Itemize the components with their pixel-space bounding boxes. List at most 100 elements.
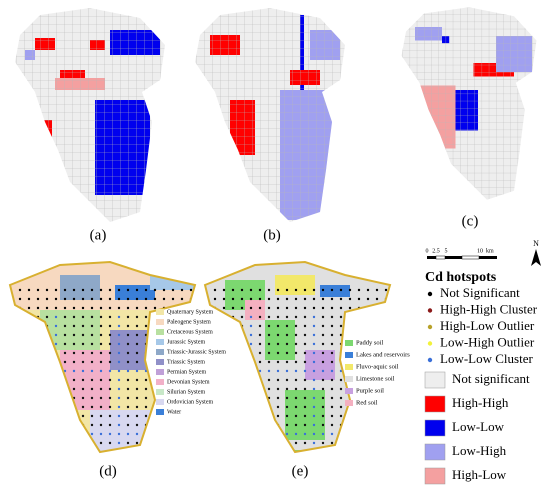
sample-dot: [303, 288, 307, 292]
sample-dot: [285, 360, 289, 364]
sample-dot: [384, 441, 388, 445]
sample-dot: [222, 297, 226, 301]
sample-dot: [117, 315, 121, 319]
sample-dot: [321, 432, 325, 436]
legend-swatch: [156, 319, 164, 325]
sample-dot: [285, 432, 289, 436]
sample-dot: [99, 297, 103, 301]
sample-dot: [222, 315, 226, 319]
sample-dot: [231, 288, 235, 292]
sample-dot: [276, 306, 280, 310]
legend-label: Red soil: [356, 399, 378, 406]
sample-dot: [27, 423, 31, 427]
sample-dot: [375, 288, 379, 292]
sample-dot: [276, 360, 280, 364]
sample-dot: [18, 297, 22, 301]
legend-label: Water: [167, 409, 181, 415]
sample-dot: [144, 315, 148, 319]
sample-dot: [108, 324, 112, 328]
sample-dot: [240, 387, 244, 391]
sample-dot: [126, 396, 130, 400]
sample-dot: [321, 369, 325, 373]
sample-dot: [117, 423, 121, 427]
sample-dot: [303, 432, 307, 436]
sample-dot: [267, 387, 271, 391]
sample-dot: [108, 423, 112, 427]
sample-dot: [294, 297, 298, 301]
legend-label: High-High: [452, 395, 509, 410]
sample-dot: [153, 387, 157, 391]
legend-swatch: [156, 339, 164, 345]
sample-dot: [45, 414, 49, 418]
sample-dot: [285, 414, 289, 418]
sample-dot: [285, 324, 289, 328]
sample-dot: [258, 315, 262, 319]
sample-dot: [54, 369, 58, 373]
sample-dot: [162, 405, 166, 409]
sample-dot: [117, 396, 121, 400]
sample-dot: [99, 423, 103, 427]
sample-dot: [54, 414, 58, 418]
sample-dot: [45, 297, 49, 301]
legend-label: Triassic System: [167, 359, 205, 365]
sample-dot: [99, 369, 103, 373]
sample-dot: [339, 378, 343, 382]
sample-dot: [153, 441, 157, 445]
sample-dot: [357, 414, 361, 418]
sample-dot: [276, 315, 280, 319]
sample-dot: [384, 342, 388, 346]
sample-dot: [72, 342, 76, 346]
sample-dot: [135, 387, 139, 391]
legend-swatch: [424, 443, 446, 461]
sample-dot: [330, 315, 334, 319]
sample-dot: [222, 324, 226, 328]
sample-dot: [144, 441, 148, 445]
panel-label: (a): [90, 227, 107, 243]
sample-dot: [276, 432, 280, 436]
outline: [8, 260, 197, 454]
unit-patch: [115, 285, 155, 300]
sample-dot: [294, 324, 298, 328]
sample-dot: [126, 297, 130, 301]
sample-dot: [258, 288, 262, 292]
legend-label: Jurassic System: [167, 339, 205, 345]
sample-dot: [339, 405, 343, 409]
sample-dot: [63, 441, 67, 445]
sample-dot: [81, 324, 85, 328]
sample-dot: [72, 324, 76, 328]
sample-dot: [99, 315, 103, 319]
sample-dot: [339, 441, 343, 445]
sample-dot: [303, 315, 307, 319]
sample-dot: [240, 396, 244, 400]
sample-dot: [312, 315, 316, 319]
sample-dot: [303, 378, 307, 382]
sample-dot: [384, 288, 388, 292]
sample-dot: [330, 414, 334, 418]
sample-dot: [90, 405, 94, 409]
sample-dot: [36, 369, 40, 373]
sample-dot: [222, 288, 226, 292]
sample-dot: [144, 432, 148, 436]
sample-dot: [18, 324, 22, 328]
sample-dot: [231, 387, 235, 391]
sample-dot: [171, 297, 175, 301]
sample-dot: [63, 333, 67, 337]
sample-dot: [54, 396, 58, 400]
sample-dot: [126, 360, 130, 364]
legend-dot: [427, 341, 433, 346]
sample-dot: [45, 396, 49, 400]
legend-label: High-Low Outlier: [440, 318, 535, 333]
sample-dot: [135, 378, 139, 382]
sample-dot: [45, 333, 49, 337]
sample-dot: [339, 297, 343, 301]
legend-label: Low-Low: [452, 419, 505, 434]
sample-dot: [126, 369, 130, 373]
sample-dot: [303, 405, 307, 409]
legend-dot: [427, 357, 433, 363]
sample-dot: [303, 306, 307, 310]
sample-dot: [249, 414, 253, 418]
sample-dot: [249, 288, 253, 292]
sample-dot: [294, 441, 298, 445]
sample-dot: [213, 297, 217, 301]
sample-dot: [384, 315, 388, 319]
